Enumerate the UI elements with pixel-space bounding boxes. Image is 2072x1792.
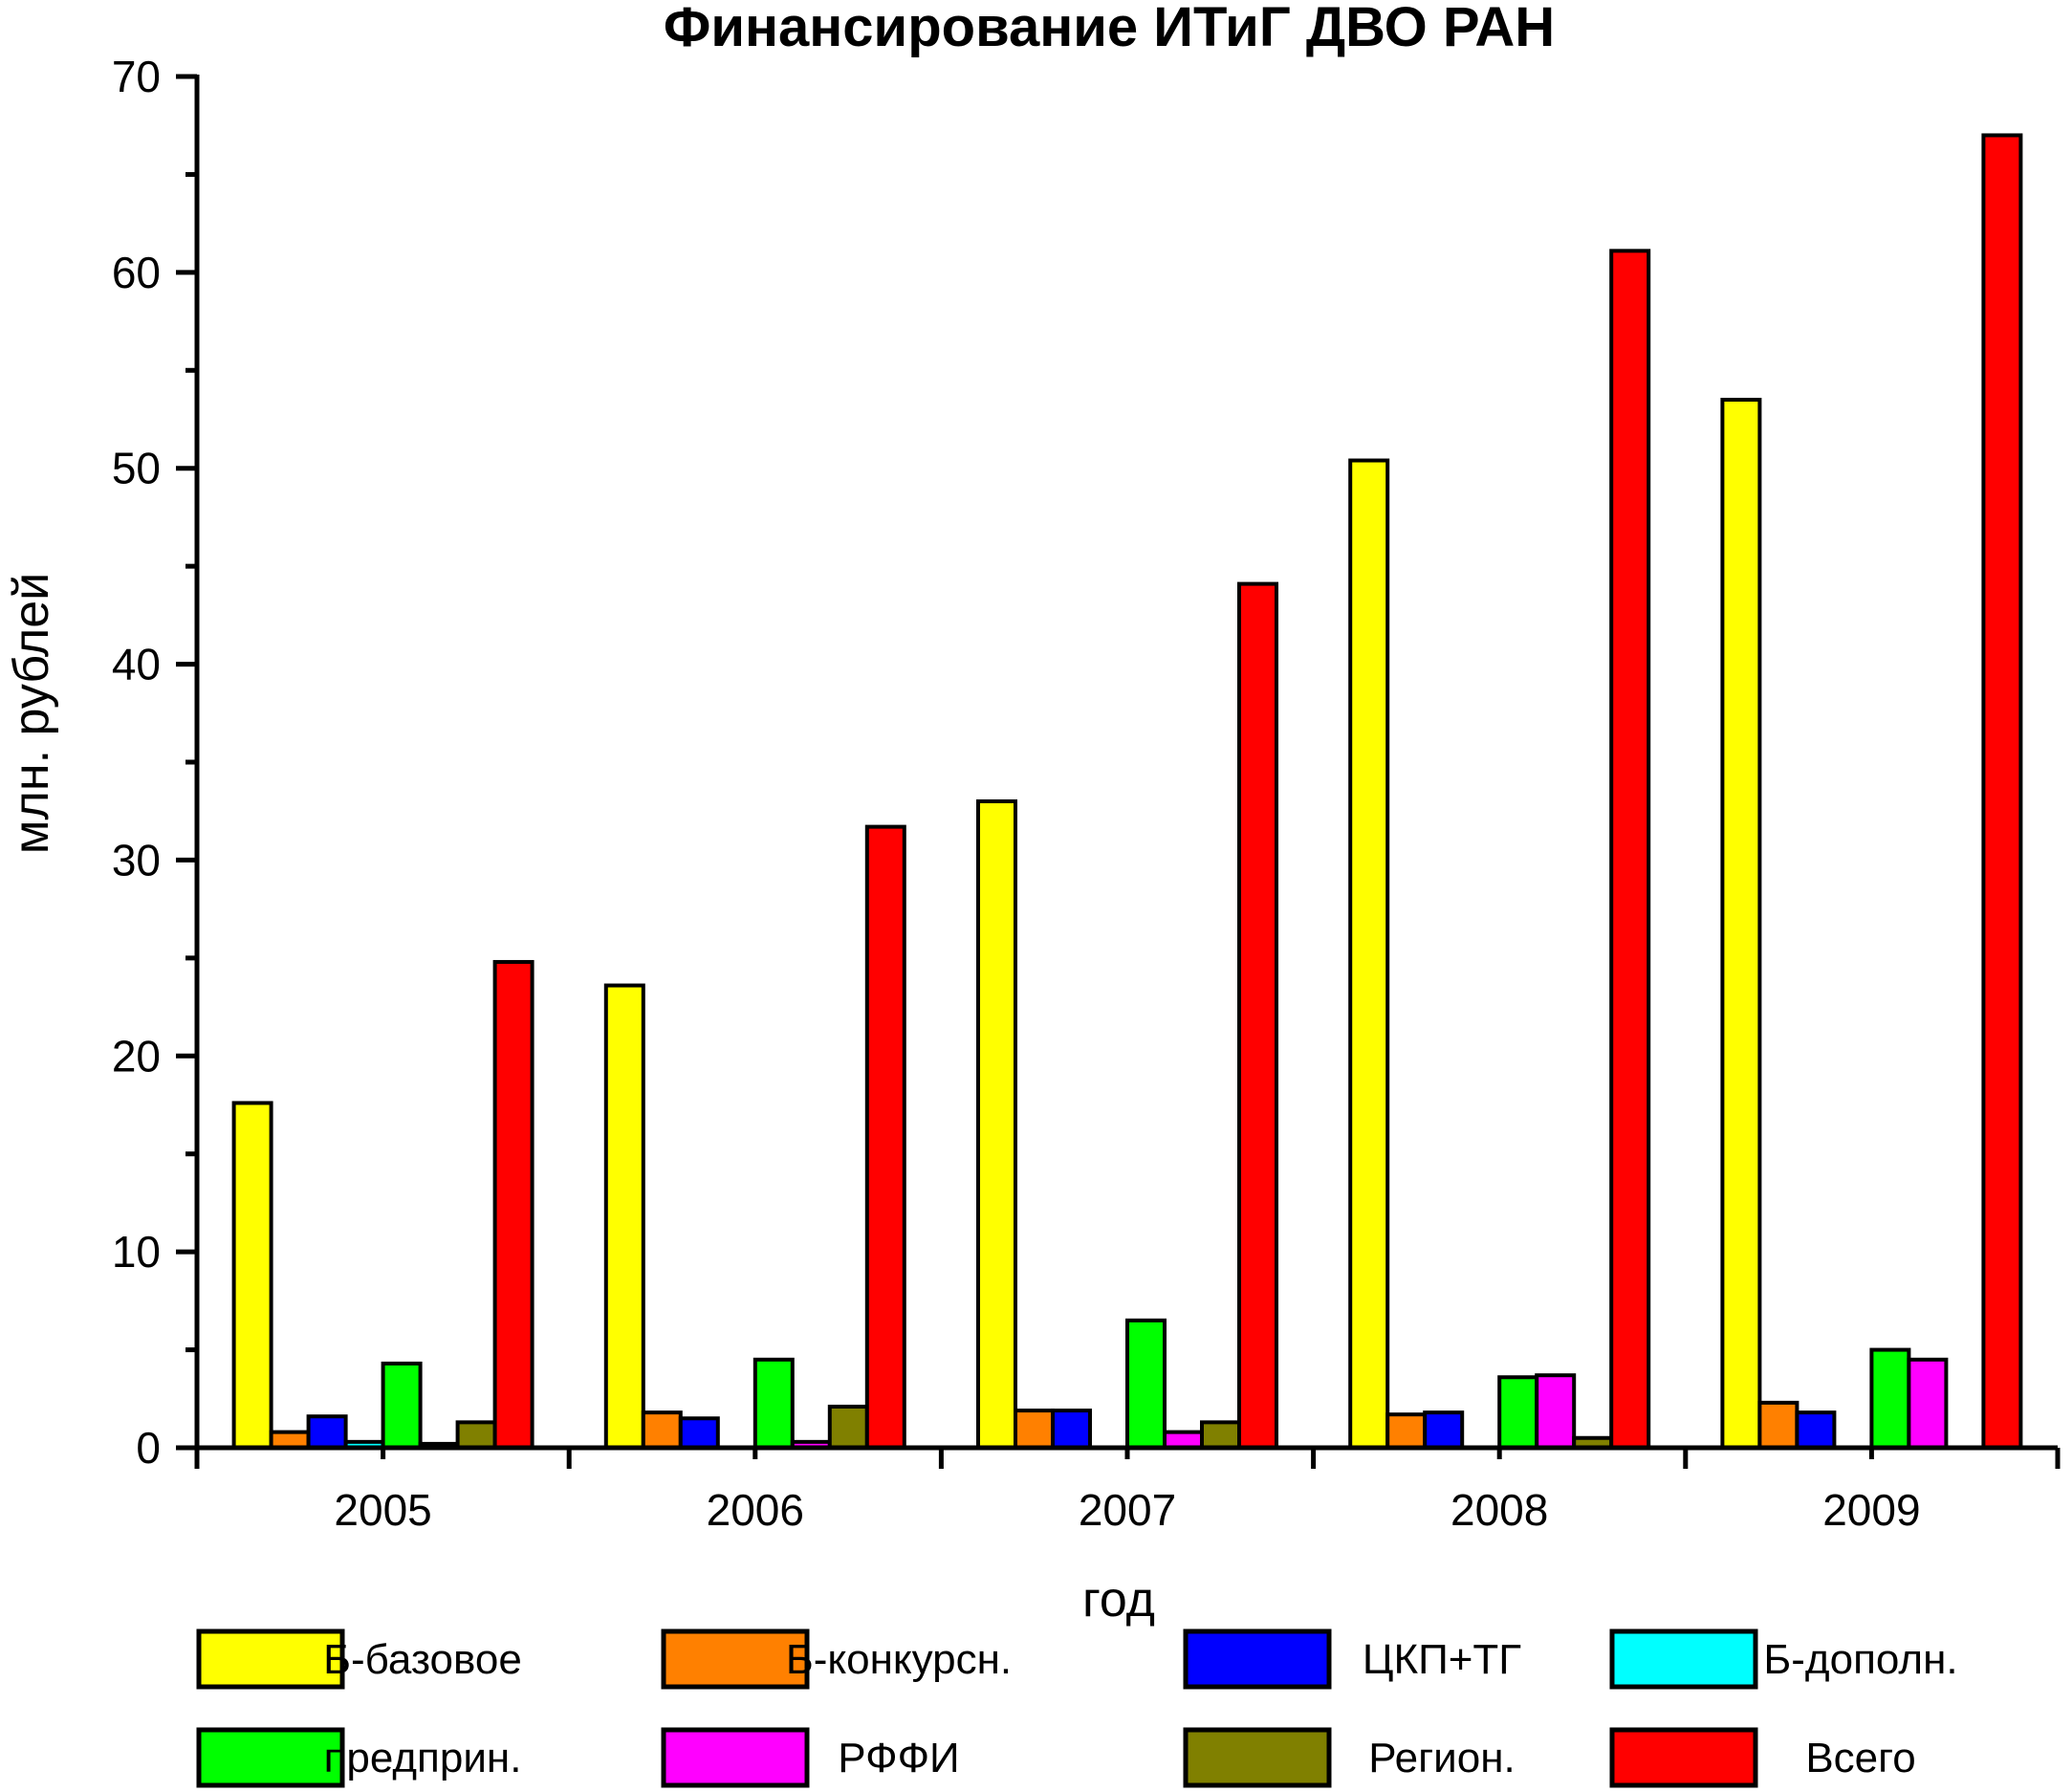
x-tick-label: 2008 [1450,1485,1548,1535]
y-tick-label: 50 [112,444,161,493]
bar-2006-1 [603,983,645,1450]
bar-2008-8 [1609,249,1651,1450]
legend-label: ЦКП+ТГ [1363,1636,1521,1683]
bars-group [231,133,2023,1451]
bar-2008-5 [1497,1375,1539,1451]
legend: Б-базовое Б-конкурсн. ЦКП+ТГ Б-дополн. предп… [196,1628,1958,1788]
bar-2006-5 [752,1357,795,1451]
legend-label: предприн. [324,1735,522,1781]
bar-2005-7 [455,1420,497,1450]
bar-2007-5 [1125,1318,1167,1451]
bar-2007-8 [1237,581,1278,1450]
x-tick-label: 2009 [1822,1485,1920,1535]
legend-swatch-2 [661,1628,810,1690]
legend-swatch-6 [661,1727,810,1788]
bar-2008-3 [1423,1410,1465,1451]
bar-2008-6 [1535,1373,1577,1451]
y-tick-label: 20 [112,1031,161,1081]
y-tick-label: 30 [112,835,161,885]
bar-2005-5 [381,1361,423,1450]
bar-2006-8 [864,824,906,1450]
legend-label: РФФИ [838,1735,959,1781]
x-tick-label: 2006 [707,1485,804,1535]
bar-2008-1 [1348,458,1390,1450]
y-axis-title: млн. рублей [4,573,59,854]
x-axis-title: год [1082,1572,1155,1628]
bar-2007-1 [976,798,1017,1450]
y-tick-label: 10 [112,1227,161,1277]
legend-swatch-4 [1609,1628,1758,1690]
legend-swatch-1 [196,1628,345,1690]
legend-swatch-8 [1609,1727,1758,1788]
legend-label: Регион. [1368,1735,1516,1781]
bar-2009-8 [1981,133,2023,1450]
bar-2009-6 [1907,1357,1949,1451]
bar-2005-1 [231,1101,273,1450]
bar-2009-3 [1795,1410,1837,1451]
legend-label: Б-конкурсн. [786,1636,1012,1683]
y-tick-label: 0 [136,1423,161,1473]
bar-2009-1 [1720,398,1762,1450]
bar-2005-8 [492,959,534,1450]
bar-2009-5 [1869,1347,1911,1450]
legend-label: Б-базовое [323,1636,522,1683]
legend-swatch-5 [196,1727,345,1788]
bar-2007-7 [1200,1420,1241,1450]
legend-label: Всего [1805,1735,1915,1781]
legend-label: Б-дополн. [1763,1636,1957,1683]
y-tick-label: 60 [112,248,161,297]
bar-2005-3 [306,1414,348,1451]
y-tick-label: 70 [112,52,161,101]
x-tick-label: 2007 [1079,1485,1176,1535]
x-tick-label: 2005 [334,1485,431,1535]
bar-2009-2 [1757,1400,1799,1450]
bar-2007-2 [1014,1409,1055,1451]
bar-2008-2 [1385,1412,1428,1451]
bar-2006-2 [641,1410,683,1451]
bar-2007-3 [1051,1409,1092,1451]
chart-title: Финансирование ИТиГ ДВО РАН [664,0,1555,58]
y-tick-label: 40 [112,640,161,689]
bar-2006-3 [678,1416,720,1451]
legend-swatch-7 [1183,1727,1332,1788]
legend-swatch-3 [1183,1628,1332,1690]
bar-2006-7 [827,1404,869,1450]
axes-group: 0 10 20 30 40 50 60 70 2005 2006 2007 2008 2009 [112,52,2061,1535]
